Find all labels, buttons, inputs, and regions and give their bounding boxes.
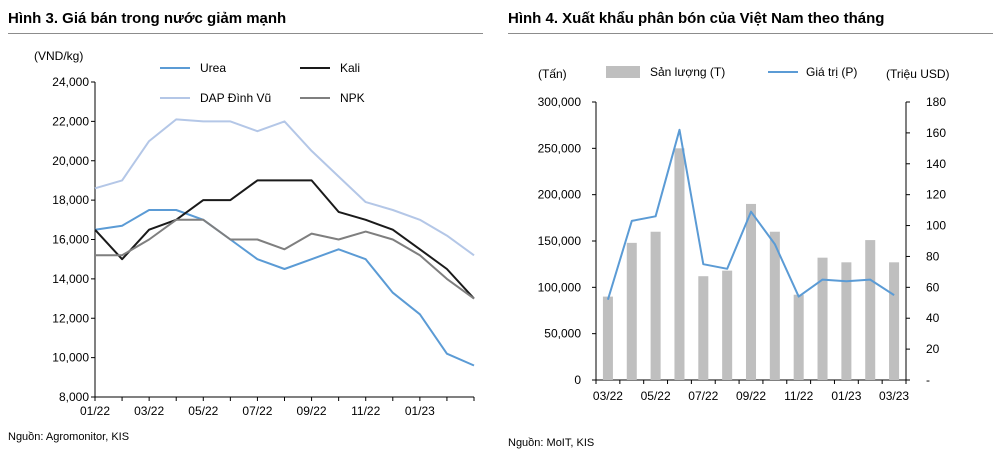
y-axis-label: (VND/kg) <box>34 49 83 63</box>
x-tick-label: 05/22 <box>188 404 218 418</box>
legend-label-dap-dinh-vu: DAP Đình Vũ <box>200 91 271 105</box>
export-combo-chart: 0 50,000 100,000 150,000 200,000 250,000 300,0… <box>538 65 950 403</box>
bar-san-luong <box>769 231 780 380</box>
bar-san-luong <box>602 296 613 380</box>
series-line-kali <box>94 179 475 300</box>
series-line-dap-dinh-vu <box>94 118 475 257</box>
left-y-axis-label: (Tấn) <box>538 67 567 81</box>
right-y-axis-label: (Triệu USD) <box>886 67 950 81</box>
left-chart-source: Nguồn: Agromonitor, KIS <box>8 431 130 443</box>
legend-swatch-san-luong <box>606 66 640 78</box>
right-y-tick-label: 20 <box>926 342 940 356</box>
y-tick-label: 22,000 <box>52 114 89 128</box>
legend-label-gia-tri: Giá trị (P) <box>806 65 857 79</box>
x-tick-label: 03/22 <box>593 389 623 403</box>
bar-san-luong <box>698 276 709 380</box>
bar-san-luong <box>722 270 733 380</box>
y-tick-label: 12,000 <box>52 311 89 325</box>
x-tick-label: 03/23 <box>879 389 909 403</box>
left-y-tick-label: 200,000 <box>538 188 582 202</box>
series-line-npk <box>95 218 475 300</box>
bar-san-luong <box>865 240 876 380</box>
y-tick-label: 10,000 <box>52 351 89 365</box>
bar-san-luong <box>626 242 637 380</box>
right-y-tick-label: 140 <box>926 157 946 171</box>
left-y-tick-label: 300,000 <box>538 95 582 109</box>
legend-label-kali: Kali <box>340 61 360 75</box>
right-chart-title: Hình 4. Xuất khẩu phân bón của Việt Nam … <box>508 10 885 27</box>
x-tick-label: 01/22 <box>80 404 110 418</box>
y-tick-label: 18,000 <box>52 193 89 207</box>
y-tick-label: 8,000 <box>59 390 89 404</box>
left-y-tick-label: 0 <box>574 373 581 387</box>
right-y-tick-label: 160 <box>926 126 946 140</box>
left-y-tick-label: 50,000 <box>544 327 581 341</box>
y-tick-label: 24,000 <box>52 75 89 89</box>
right-y-tick-label: 60 <box>926 280 940 294</box>
right-y-tick-label: - <box>926 373 930 387</box>
bar-san-luong <box>889 262 900 380</box>
right-y-tick-label: 40 <box>926 311 940 325</box>
legend-label-urea: Urea <box>200 61 226 75</box>
x-tick-label: 09/22 <box>297 404 327 418</box>
y-tick-label: 20,000 <box>52 154 89 168</box>
bar-san-luong <box>817 257 828 380</box>
bar-san-luong <box>841 262 852 380</box>
series-line-urea <box>94 209 475 367</box>
right-y-tick-label: 100 <box>926 219 946 233</box>
right-title-rule <box>508 33 993 34</box>
left-y-tick-label: 150,000 <box>538 234 582 248</box>
x-tick-label: 01/23 <box>405 404 435 418</box>
bar-san-luong <box>674 148 685 380</box>
right-chart-panel: Hình 4. Xuất khẩu phân bón của Việt Nam … <box>500 0 1000 458</box>
left-chart-panel: Hình 3. Giá bán trong nước giảm mạnh 8,0… <box>0 0 490 458</box>
bar-san-luong <box>745 203 757 380</box>
x-tick-label: 09/22 <box>736 389 766 403</box>
bar-san-luong <box>650 231 661 380</box>
left-chart-title: Hình 3. Giá bán trong nước giảm mạnh <box>8 10 287 27</box>
left-y-tick-label: 250,000 <box>538 141 582 155</box>
x-tick-label: 07/22 <box>688 389 718 403</box>
right-y-tick-label: 80 <box>926 249 940 263</box>
right-chart-source: Nguồn: MoIT, KIS <box>508 437 595 449</box>
x-tick-label: 11/22 <box>784 389 813 403</box>
left-y-tick-label: 100,000 <box>538 280 582 294</box>
right-y-tick-label: 120 <box>926 188 946 202</box>
y-tick-label: 16,000 <box>52 233 89 247</box>
y-tick-label: 14,000 <box>52 272 89 286</box>
x-tick-label: 07/22 <box>242 404 272 418</box>
x-tick-label: 03/22 <box>134 404 164 418</box>
left-title-rule <box>8 33 483 34</box>
x-tick-label: 01/23 <box>831 389 861 403</box>
legend-label-san-luong: Sản lượng (T) <box>650 65 725 79</box>
legend-label-npk: NPK <box>340 91 365 105</box>
x-tick-label: 11/22 <box>351 404 380 418</box>
right-y-tick-label: 180 <box>926 95 946 109</box>
bar-san-luong <box>793 294 804 380</box>
price-line-chart: 8,000 10,000 12,000 14,000 16,000 18,000 20,00… <box>34 49 475 418</box>
x-tick-label: 05/22 <box>641 389 671 403</box>
